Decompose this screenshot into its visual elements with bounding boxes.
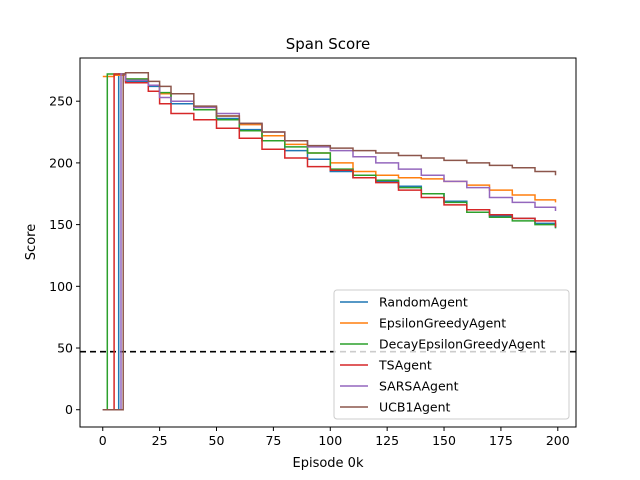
legend: RandomAgent EpsilonGreedyAgent DecayEpsilo… [333, 289, 570, 420]
chart-title: Span Score [286, 35, 371, 53]
legend-label: EpsilonGreedyAgent [379, 316, 506, 331]
x-tick-label: 100 [318, 433, 342, 448]
legend-label: UCB1Agent [379, 400, 451, 415]
x-tick-label: 0 [99, 433, 107, 448]
x-axis-label: Episode 0k [293, 456, 364, 471]
axis-ticks: 0 25 50 75 100 125 150 175 200 0 50 100 150 200 250 [49, 94, 570, 448]
x-tick-label: 125 [375, 433, 399, 448]
legend-label: RandomAgent [379, 295, 468, 310]
y-tick-label: 150 [49, 217, 73, 232]
plot-frame [79, 57, 577, 428]
x-tick-label: 75 [265, 433, 281, 448]
series-line-ucb1agent [102, 72, 557, 411]
y-tick-label: 0 [65, 402, 73, 417]
y-tick-label: 100 [49, 279, 73, 294]
x-tick-label: 175 [489, 433, 513, 448]
legend-label: TSAgent [378, 358, 432, 373]
y-tick-label: 200 [49, 155, 73, 170]
legend-box [333, 289, 570, 420]
series-line-tsagent [102, 73, 557, 411]
x-tick-label: 25 [152, 433, 168, 448]
y-tick-label: 50 [57, 341, 73, 356]
y-tick-label: 250 [49, 94, 73, 109]
series-group [80, 72, 576, 411]
plot-area [80, 72, 576, 411]
legend-label: SARSAAgent [379, 379, 459, 394]
x-tick-label: 50 [209, 433, 225, 448]
y-axis-label: Score [24, 224, 39, 260]
legend-label: DecayEpsilonGreedyAgent [379, 337, 545, 352]
x-tick-label: 150 [432, 433, 456, 448]
x-tick-label: 200 [546, 433, 570, 448]
